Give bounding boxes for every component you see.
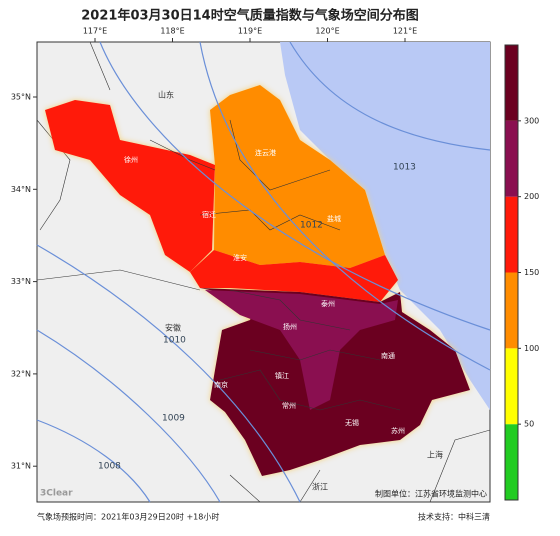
isobar	[289, 41, 491, 151]
watermark: 3Clear	[40, 489, 73, 499]
y-tick-label: 34°N	[11, 185, 31, 194]
y-tick-label: 31°N	[11, 462, 31, 471]
title: 2021年03月30日14时空气质量指数与气象场空间分布图	[81, 8, 418, 24]
isobar	[36, 419, 151, 503]
colorbar-band	[505, 348, 518, 425]
colorbar-tick-label: 100	[524, 344, 539, 353]
y-tick-label: 35°N	[11, 93, 31, 102]
colorbar-band	[505, 424, 518, 500]
colorbar-band	[505, 196, 518, 273]
city-label: 淮安	[233, 253, 247, 262]
city-label: 南京	[214, 380, 228, 389]
y-tick-label: 32°N	[11, 369, 31, 378]
axes: 117°E 118°E 119°E 120°E 121°E 35°N 34°N 33°N 32°…	[11, 27, 417, 471]
footer-right: 技术支持：中科三清	[418, 512, 490, 522]
colorbar-tick-label: 150	[524, 268, 539, 277]
x-tick-label: 120°E	[315, 27, 339, 36]
map: 1013 1012 1010 1009 1008 山东 安徽 浙江 上海 徐州 …	[36, 41, 491, 503]
aqi-area	[200, 288, 470, 476]
isobar	[199, 41, 491, 371]
city-label: 南通	[381, 351, 395, 360]
producer-label: 制图单位：江苏省环境监测中心	[375, 489, 487, 499]
region-label: 安徽	[165, 323, 181, 333]
y-tick-label: 33°N	[11, 277, 31, 286]
isobar-label: 1012	[300, 221, 323, 231]
isobar	[36, 329, 221, 503]
x-tick-label: 117°E	[83, 27, 107, 36]
isobar	[36, 244, 301, 503]
region-label: 山东	[158, 90, 174, 100]
aqi-area	[210, 85, 385, 268]
colorbar: 50 100 150 200 300	[504, 44, 539, 501]
isobar-label: 1010	[163, 336, 186, 346]
city-label: 扬州	[283, 322, 297, 331]
isobar-label: 1013	[393, 163, 416, 173]
city-label: 常州	[282, 401, 296, 410]
x-tick-label: 121°E	[393, 27, 417, 36]
city-label: 无锡	[345, 418, 359, 427]
city-label: 镇江	[275, 371, 289, 380]
colorbar-tick-label: 200	[524, 192, 539, 201]
region-label: 浙江	[312, 482, 328, 492]
city-label: 苏州	[391, 426, 405, 435]
city-label: 盐城	[327, 214, 341, 223]
city-border	[149, 119, 401, 411]
aqi-area	[45, 100, 215, 272]
city-label: 泰州	[321, 299, 335, 308]
isobar-label: 1009	[162, 414, 185, 424]
x-tick-label: 119°E	[238, 27, 262, 36]
province-border	[36, 41, 491, 503]
aqi-field	[45, 85, 470, 476]
colorbar-band	[505, 45, 518, 121]
sea	[280, 42, 490, 410]
isobar	[99, 41, 491, 331]
region-label: 上海	[427, 450, 443, 460]
colorbar-band	[505, 272, 518, 349]
x-tick-label: 118°E	[160, 27, 184, 36]
colorbar-tick-label: 50	[524, 420, 534, 429]
footer-left: 气象场预报时间：2021年03月29日20时 +18小时	[37, 512, 219, 522]
aqi-area	[205, 290, 398, 410]
city-label: 连云港	[255, 148, 276, 157]
aqi-area	[190, 250, 398, 302]
colorbar-band	[505, 120, 518, 197]
city-label: 徐州	[124, 155, 138, 164]
city-label: 宿迁	[202, 210, 216, 219]
isobar-label: 1008	[98, 462, 121, 472]
colorbar-tick-label: 300	[524, 116, 539, 125]
